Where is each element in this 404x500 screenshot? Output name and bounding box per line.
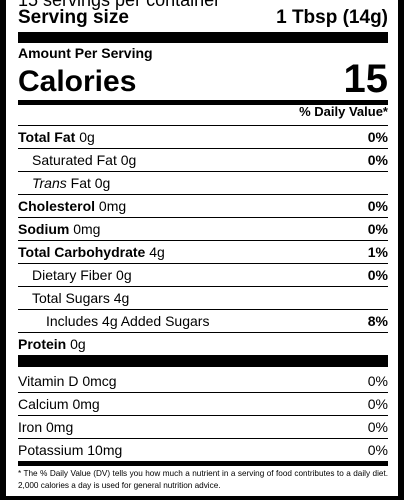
nutrient-name: Total Fat — [18, 129, 76, 145]
nutrient-dv: 0% — [367, 129, 388, 145]
nutrient-dv: 0% — [367, 267, 388, 283]
nutrient-row-added-sugars: Includes 4g Added Sugars 8% — [18, 309, 388, 332]
vitamin-name: Iron — [18, 419, 43, 435]
vitamin-amount: 0mg — [72, 396, 100, 412]
vitamin-dv: 0% — [367, 372, 388, 389]
vitamin-name: Potassium — [18, 442, 84, 458]
nutrient-amount: 0g — [70, 336, 86, 352]
nutrient-name: Sodium — [18, 221, 70, 237]
nutrient-row-cholesterol: Cholesterol 0mg 0% — [18, 194, 388, 217]
nutrient-name: Includes 4g Added Sugars — [46, 313, 210, 329]
nutrient-amount: 4g — [113, 290, 130, 306]
serving-size-value: 1 Tbsp (14g) — [276, 7, 388, 28]
nutrient-row-saturated-fat: Saturated Fat 0g 0% — [18, 148, 388, 171]
serving-size-label: Serving size — [18, 7, 129, 28]
nutrient-name: Dietary Fiber — [32, 267, 113, 283]
vitamin-row-potassium: Potassium 10mg 0% — [18, 438, 388, 461]
daily-value-footnote: * The % Daily Value (DV) tells you how m… — [18, 469, 388, 490]
nutrient-row-protein: Protein 0g — [18, 332, 388, 355]
nutrient-row-dietary-fiber: Dietary Fiber 0g 0% — [18, 263, 388, 286]
nutrient-amount: 0g — [116, 267, 132, 283]
nutrient-row-sodium: Sodium 0mg 0% — [18, 217, 388, 240]
vitamin-row-calcium: Calcium 0mg 0% — [18, 392, 388, 415]
vitamin-name: Calcium — [18, 396, 69, 412]
vitamin-name: Vitamin D — [18, 372, 79, 389]
vitamin-dv: 0% — [367, 419, 388, 435]
nutrient-name: Cholesterol — [18, 198, 96, 214]
nutrient-dv: 1% — [367, 244, 388, 260]
nutrient-amount: 0g — [120, 152, 137, 168]
daily-value-header: % Daily Value* — [299, 104, 388, 119]
vitamin-dv: 0% — [367, 442, 388, 458]
amount-per-serving: Amount Per Serving — [18, 45, 153, 61]
vitamin-dv: 0% — [367, 396, 388, 412]
nutrient-row-trans-fat: Trans Fat 0g — [18, 171, 388, 194]
nutrient-row-total-fat: Total Fat 0g 0% — [18, 125, 388, 148]
nutrient-amount: 0mg — [98, 198, 127, 214]
nutrient-amount: 0mg — [73, 221, 101, 237]
nutrient-name: Protein — [18, 336, 67, 352]
nutrient-amount: 0g — [94, 175, 111, 191]
vitamin-row-vitamin-d: Vitamin D 0mcg 0% — [18, 369, 388, 392]
nutrient-dv: 0% — [367, 198, 388, 214]
thick-divider — [18, 355, 388, 367]
nutrient-amount: 0g — [79, 129, 95, 145]
serving-size-row: Serving size 1 Tbsp (14g) — [18, 6, 388, 30]
servings-per-container: 15 servings per container — [18, 0, 221, 10]
nutrient-name: Trans — [32, 175, 67, 191]
vitamin-row-iron: Iron 0mg 0% — [18, 415, 388, 438]
nutrient-dv: 0% — [367, 221, 388, 237]
vitamin-amount: 0mcg — [82, 372, 117, 389]
medium-divider — [18, 100, 388, 105]
nutrient-name: Saturated Fat — [32, 152, 117, 168]
vitamin-amount: 0mg — [46, 419, 74, 435]
nutrient-amount: 4g — [149, 244, 165, 260]
thick-divider — [18, 32, 388, 43]
nutrient-name: Total Carbohydrate — [18, 244, 146, 260]
medium-divider — [18, 461, 388, 466]
calories-row: Calories 15 — [18, 58, 388, 100]
calories-value: 15 — [343, 57, 389, 101]
nutrient-row-total-carbohydrate: Total Carbohydrate 4g 1% — [18, 240, 388, 263]
vitamin-amount: 10mg — [87, 442, 123, 458]
nutrient-row-total-sugars: Total Sugars 4g — [18, 286, 388, 309]
nutrient-name: Total Sugars — [32, 290, 110, 306]
nutrient-dv: 8% — [367, 313, 388, 329]
calories-label: Calories — [18, 65, 137, 98]
nutrient-name-suffix: Fat — [66, 175, 91, 191]
nutrient-dv: 0% — [367, 152, 388, 168]
